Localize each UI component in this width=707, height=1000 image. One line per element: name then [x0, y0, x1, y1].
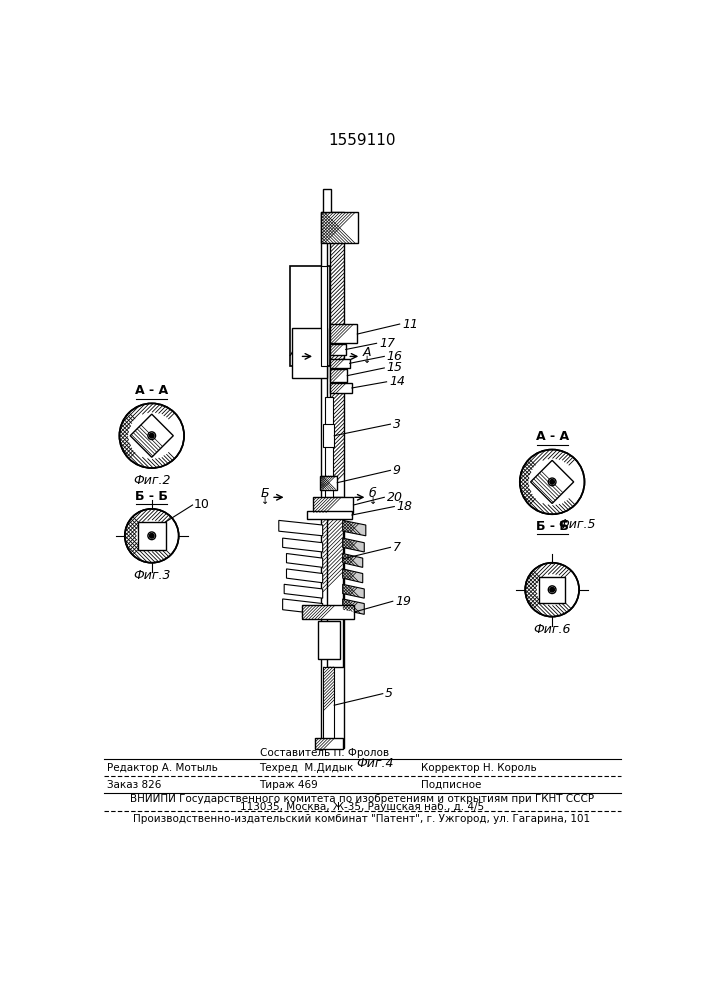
Circle shape [520, 450, 585, 514]
Text: ВНИИПИ Государственного комитета по изобретениям и открытиям при ГКНТ СССР: ВНИИПИ Государственного комитета по изоб… [130, 794, 594, 804]
Text: 5: 5 [385, 687, 393, 700]
Polygon shape [279, 520, 322, 536]
Circle shape [149, 533, 154, 538]
Polygon shape [283, 538, 322, 552]
Text: А - А: А - А [135, 384, 168, 397]
Polygon shape [286, 569, 322, 583]
Bar [324, 424, 334, 447]
Text: Составитель П. Фролов: Составитель П. Фролов [259, 748, 389, 758]
Text: 11: 11 [402, 318, 418, 331]
Text: 18: 18 [397, 500, 413, 513]
Text: Фиг.2: Фиг.2 [133, 474, 170, 487]
Text: Заказ 826: Заказ 826 [107, 780, 161, 790]
Circle shape [549, 586, 556, 594]
Bar [330, 324, 357, 343]
Polygon shape [343, 538, 364, 552]
Text: А: А [363, 346, 371, 359]
Text: Фиг.3: Фиг.3 [133, 569, 170, 582]
Bar [321, 266, 327, 366]
Bar [321, 212, 358, 243]
Text: 17: 17 [379, 337, 395, 350]
Polygon shape [343, 584, 364, 598]
Text: Б: Б [261, 487, 269, 500]
Bar [302, 605, 354, 619]
Text: А - А: А - А [536, 430, 568, 443]
Bar [330, 212, 344, 748]
Circle shape [550, 587, 554, 592]
Text: Техред  М.Дидык: Техред М.Дидык [259, 763, 354, 773]
Polygon shape [286, 554, 322, 567]
Text: 14: 14 [389, 375, 405, 388]
Polygon shape [530, 460, 573, 503]
Bar [320, 476, 337, 490]
Text: Фиг.5: Фиг.5 [559, 518, 596, 531]
Polygon shape [284, 584, 322, 598]
Text: 3: 3 [393, 418, 401, 431]
Text: Подписное: Подписное [421, 780, 481, 790]
Text: 7: 7 [393, 541, 401, 554]
Text: Б - Б: Б - Б [536, 520, 568, 533]
Text: Фиг.4: Фиг.4 [356, 757, 394, 770]
Text: 20: 20 [387, 491, 402, 504]
Text: А: А [290, 346, 298, 359]
Text: 16: 16 [387, 350, 402, 363]
Bar [291, 266, 330, 366]
Text: 113035, Москва, Ж-35, Раушская наб., д. 4/5: 113035, Москва, Ж-35, Раушская наб., д. … [240, 802, 484, 812]
Circle shape [148, 432, 156, 440]
Polygon shape [343, 520, 366, 536]
Bar [321, 212, 327, 748]
Bar [324, 189, 331, 212]
Circle shape [149, 433, 154, 438]
Polygon shape [343, 599, 364, 614]
Bar [292, 328, 327, 378]
Text: Фиг.6: Фиг.6 [533, 623, 571, 636]
Circle shape [550, 480, 554, 484]
Bar [138, 522, 165, 550]
Bar [324, 667, 334, 744]
Text: ↓: ↓ [363, 355, 371, 365]
Text: ↓: ↓ [290, 355, 298, 365]
Bar [318, 620, 339, 659]
Circle shape [125, 509, 179, 563]
Text: Производственно-издательский комбинат "Патент", г. Ужгород, ул. Гагарина, 101: Производственно-издательский комбинат "П… [134, 814, 590, 824]
Bar [539, 577, 565, 603]
Text: Редактор А. Мотыль: Редактор А. Мотыль [107, 763, 218, 773]
Polygon shape [343, 554, 363, 567]
Circle shape [148, 532, 156, 540]
Text: 1559110: 1559110 [328, 133, 396, 148]
Text: 9: 9 [393, 464, 401, 477]
Text: Б - Б: Б - Б [135, 490, 168, 503]
Bar [322, 497, 343, 667]
Bar [325, 397, 333, 497]
Bar [330, 344, 346, 355]
Circle shape [549, 478, 556, 486]
Circle shape [119, 403, 184, 468]
Bar [308, 511, 352, 519]
Bar [330, 383, 352, 393]
Polygon shape [130, 414, 173, 457]
Text: Корректор Н. Король: Корректор Н. Король [421, 763, 537, 773]
Polygon shape [343, 569, 363, 583]
Bar [313, 497, 354, 513]
Bar [330, 369, 347, 382]
Text: ↓: ↓ [262, 496, 269, 506]
Polygon shape [283, 599, 322, 614]
Text: 10: 10 [194, 498, 210, 511]
Circle shape [525, 563, 579, 617]
Text: Тираж 469: Тираж 469 [259, 780, 318, 790]
Bar [330, 359, 350, 368]
Text: б: б [369, 487, 377, 500]
Text: 19: 19 [395, 595, 411, 608]
Bar [315, 738, 343, 749]
Text: 15: 15 [387, 361, 402, 374]
Text: ↓: ↓ [369, 496, 377, 506]
